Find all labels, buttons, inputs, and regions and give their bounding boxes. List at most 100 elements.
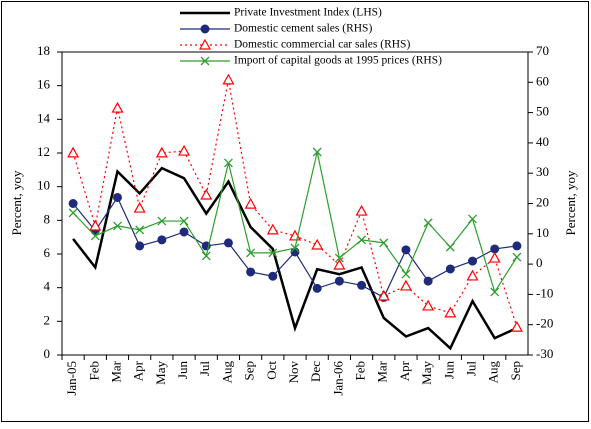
data-point [246,267,256,277]
data-point [512,252,522,262]
data-point [155,146,168,158]
y2-tick-label: 50 [536,104,549,119]
data-point [468,214,477,224]
data-point [133,201,146,213]
data-point [178,144,191,156]
data-point [423,218,433,228]
data-point [112,192,122,202]
chart-frame [1,1,589,422]
y-tick-label: 0 [44,346,51,361]
data-point [179,216,189,226]
legend-label: Private Investment Index (LHS) [234,7,382,19]
legend-marker-shape [200,24,210,34]
data-point [466,269,479,281]
legend-marker-shape [198,38,212,50]
data-point [111,101,124,113]
data-point [68,208,78,218]
data-point [200,188,213,200]
y-tick-label: 14 [37,110,51,125]
data-point [223,158,233,168]
legend-marker [198,38,212,50]
y2-tick-label: 60 [536,73,549,88]
data-point [488,251,501,263]
y2-tick-label: 0 [536,255,543,270]
data-point [135,225,145,235]
data-point [135,241,145,251]
data-point [157,216,167,226]
data-point [355,204,368,216]
x-tick-label: Feb [86,361,101,381]
x-tick-label: Apr [131,360,146,381]
x-tick-label: Aug [486,361,501,384]
y-tick-label: 16 [37,77,51,92]
data-point [67,146,80,158]
data-point [312,147,322,157]
data-point [268,248,278,258]
y2-tick-label: 20 [536,194,549,209]
x-tick-label: Sep [242,361,257,381]
legend-label: Domestic commercial car sales (RHS) [234,39,410,51]
x-tick-label: Nov [286,361,301,384]
data-point [357,235,367,245]
series-line [72,166,518,351]
data-point [377,289,390,301]
legend-marker [200,56,210,66]
x-tick-label: Mar [108,360,123,382]
x-tick-label: Jul [464,361,479,377]
data-point [334,253,344,263]
data-point [311,238,324,250]
data-point [89,219,102,231]
legend: Private Investment Index (LHS) Domestic c… [180,7,442,67]
data-point [201,251,211,261]
data-point [334,276,344,286]
data-point [357,280,367,290]
x-tick-label: Jul [197,361,212,377]
x-tick-label: Sep [508,361,523,381]
data-point [468,256,478,266]
y-tick-label: 4 [44,279,51,294]
data-point [490,287,500,297]
x-tick-label: Feb [353,361,368,381]
x-tick-label: Jun [441,361,456,380]
data-point [266,223,279,235]
data-point [157,235,167,245]
data-point [179,227,189,237]
data-point [512,241,522,251]
x-tick-label: Mar [375,360,390,382]
x-tick-label: Jan-06 [330,361,345,396]
data-point [223,238,233,248]
y-tick-label: 8 [44,211,51,226]
x-tick-label: May [419,361,434,385]
legend-marker [200,24,210,34]
x-tick-label: Aug [219,361,234,384]
data-point [90,231,100,241]
data-point [444,306,457,318]
data-point [490,244,500,254]
data-point [422,299,435,311]
y2-tick-label: 70 [536,43,549,58]
data-point [246,248,256,258]
y2-tick-label: -10 [536,285,553,300]
x-tick-label: Apr [397,360,412,381]
data-point [68,199,78,208]
x-tick-label: Jan-05 [64,361,79,396]
y-tick-label: 18 [37,43,50,58]
data-point [401,269,411,279]
legend-marker-shape [200,56,210,66]
data-point [312,283,322,293]
data-point [379,238,389,248]
y-tick-label: 2 [44,312,51,327]
data-point [399,279,412,291]
data-point [113,221,122,231]
x-tick-label: Dec [308,361,323,382]
data-point [290,243,300,253]
y-tick-label: 10 [37,178,50,193]
y-tick-label: 12 [37,144,50,159]
y2-axis-label: Percent, yoy [563,170,578,235]
y-axis-label: Percent, yoy [9,170,24,235]
data-point [401,245,411,255]
data-point [510,320,523,332]
legend-label: Import of capital goods at 1995 prices (… [234,55,442,67]
data-point [244,197,257,209]
